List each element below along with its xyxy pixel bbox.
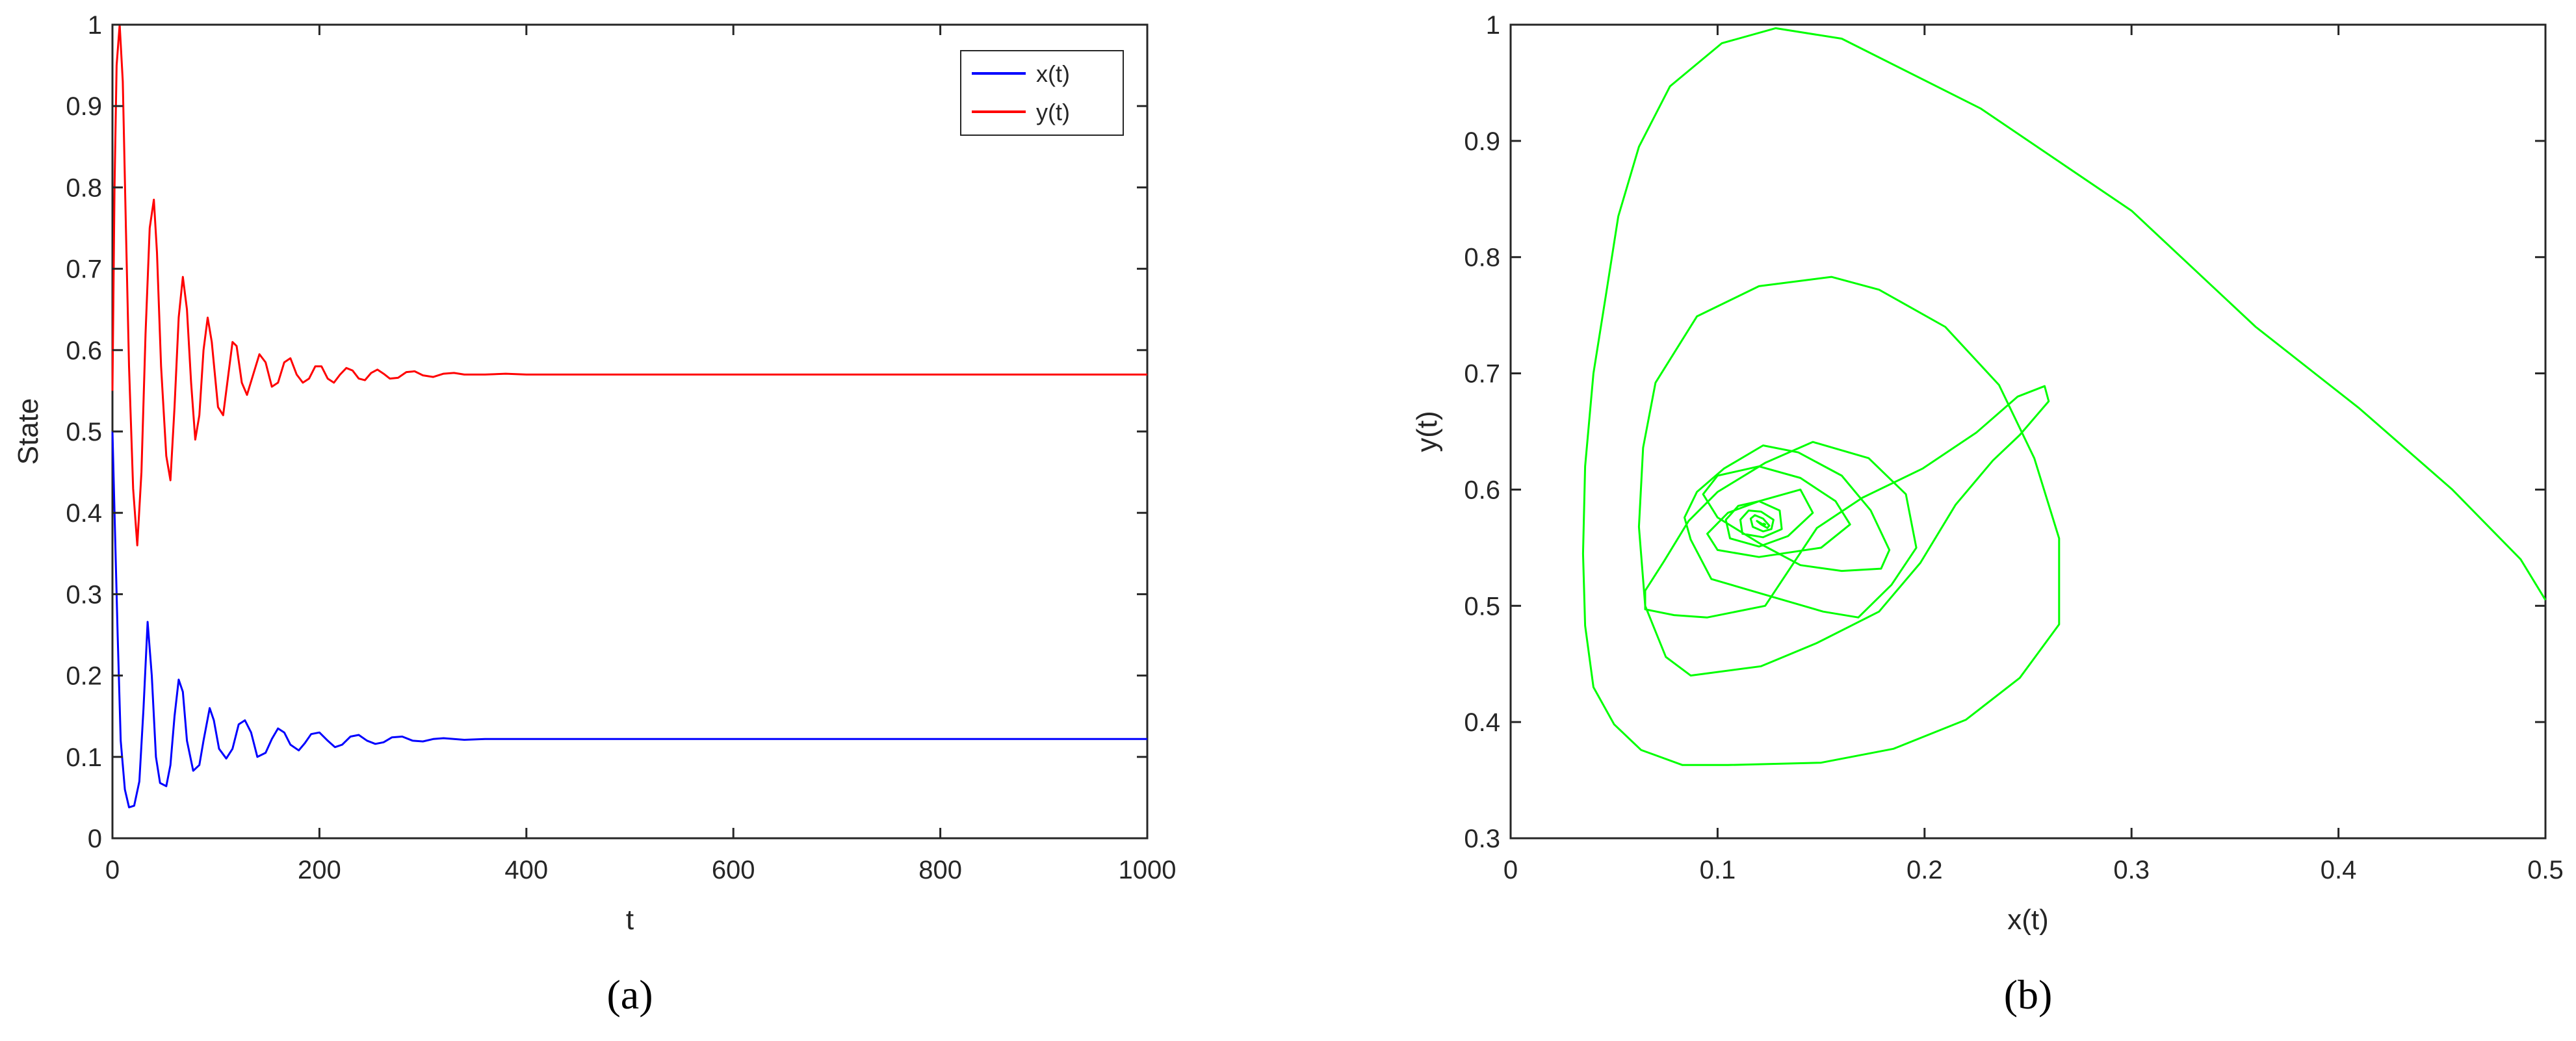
- y-ticks-b: 0.3 0.4 0.5 0.6 0.7 0.8 0.9 1: [1464, 11, 2545, 853]
- legend-label-y: y(t): [1036, 99, 1070, 125]
- series-line-b-0: [1581, 27, 2547, 766]
- x-ticks-a: 0 200 400 600 800 1000: [105, 25, 1177, 884]
- plot-area-b: [1509, 23, 2547, 840]
- x-tick-label: 0: [1503, 856, 1518, 884]
- y-tick-label: 0.7: [1464, 360, 1500, 389]
- y-tick-label: 0.6: [1464, 476, 1500, 504]
- series-group-b: [1581, 27, 2547, 766]
- y-tick-label: 1: [1486, 11, 1500, 40]
- y-axis-title-a: State: [12, 398, 44, 465]
- x-tick-label: 0.1: [1700, 856, 1736, 884]
- y-axis-title-b: y(t): [1411, 411, 1443, 452]
- y-tick-label: 0.6: [66, 337, 102, 365]
- x-tick-label: 1000: [1119, 856, 1177, 884]
- x-tick-label: 0: [105, 856, 120, 884]
- y-tick-label: 0.7: [66, 255, 102, 284]
- y-tick-label: 0: [88, 825, 102, 853]
- y-tick-label: 0.5: [1464, 592, 1500, 621]
- panel-caption-b: (b): [2004, 971, 2053, 1018]
- series-group-a: [111, 23, 1147, 808]
- y-tick-label: 0.8: [66, 174, 102, 202]
- y-tick-label: 1: [88, 11, 102, 40]
- panel-caption-a: (a): [606, 971, 653, 1018]
- y-tick-label: 0.2: [66, 662, 102, 691]
- y-tick-label: 0.3: [1464, 825, 1500, 853]
- x-tick-label: 200: [298, 856, 341, 884]
- x-tick-label: 400: [504, 856, 548, 884]
- legend-box-a: [960, 50, 1124, 136]
- y-tick-label: 0.9: [1464, 127, 1500, 156]
- x-tick-label: 0.4: [2321, 856, 2357, 884]
- y-tick-label: 0.9: [66, 92, 102, 121]
- x-tick-label: 800: [918, 856, 962, 884]
- x-tick-label: 0.3: [2113, 856, 2150, 884]
- x-axis-title-a: t: [626, 904, 634, 936]
- y-tick-label: 0.8: [1464, 244, 1500, 272]
- series-line-a-1: [111, 23, 1147, 546]
- y-tick-label: 0.4: [1464, 708, 1500, 737]
- y-tick-label: 0.1: [66, 743, 102, 772]
- y-tick-label: 0.4: [66, 499, 102, 528]
- x-tick-label: 600: [712, 856, 755, 884]
- plot-area-a: [111, 23, 1149, 840]
- series-line-a-0: [111, 431, 1147, 808]
- panel-b: 0 0.1 0.2 0.3 0.4 0.5 0.30.40.50.60.70.80.91 …: [1411, 11, 2564, 1018]
- legend-a: x(t) y(t): [960, 50, 1124, 136]
- x-tick-label: 0.5: [2527, 856, 2564, 884]
- x-tick-label: 0.2: [1906, 856, 1943, 884]
- y-tick-label: 0.3: [66, 580, 102, 609]
- x-axis-title-b: x(t): [2007, 904, 2049, 936]
- x-ticks-b: 0 0.1 0.2 0.3 0.4 0.5: [1503, 25, 2564, 884]
- y-ticks-a: 0 0.1 0.2 0.3 0.4 0.5 0.6 0.7 0.8 0.9 1: [66, 11, 1147, 853]
- panel-a: 0 200 400 600 800 1000 0 0.1 0.2 0.3 0.4 0.5 0.6 0.7…: [12, 11, 1176, 1018]
- legend-label-x: x(t): [1036, 60, 1070, 87]
- y-tick-label: 0.5: [66, 418, 102, 446]
